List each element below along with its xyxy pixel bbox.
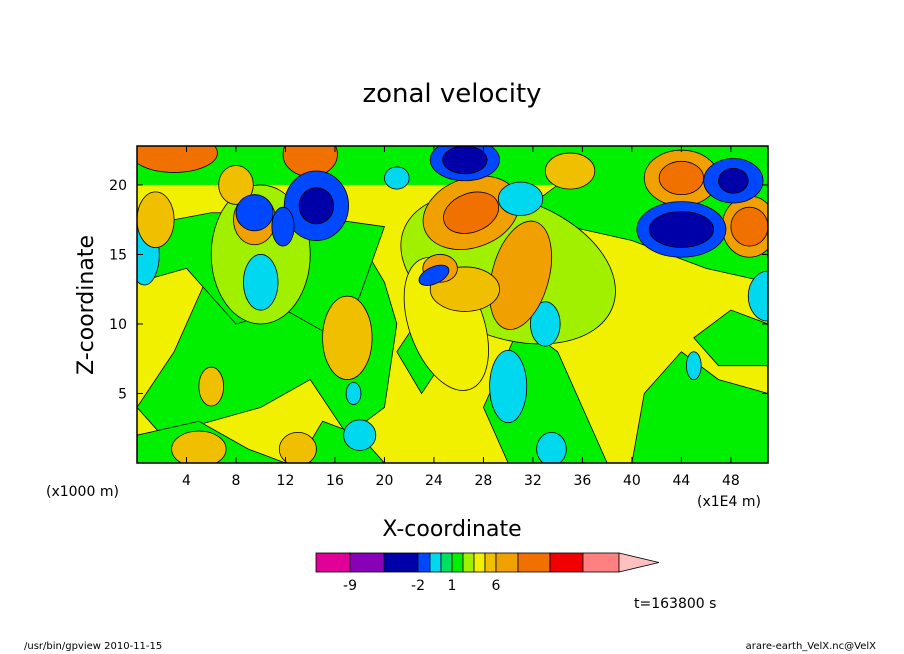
chart-title: zonal velocity	[362, 79, 541, 109]
colorbar-arrow	[618, 552, 660, 573]
velocity-contour	[345, 381, 362, 406]
velocity-contour	[271, 206, 295, 247]
colorbar: -9 -2 1 6	[315, 552, 660, 594]
velocity-contour	[298, 187, 335, 225]
velocity-contour	[489, 349, 528, 424]
colorbar-segment	[383, 552, 419, 573]
colorbar-segment	[517, 552, 551, 573]
plot-area	[137, 146, 768, 463]
y-tick-label: 20	[109, 178, 127, 194]
x-axis-ticks: 4 8 12 16 20 24 28 32 36 40 44 48	[182, 146, 740, 489]
colorbar-segment	[417, 552, 431, 573]
x-tick-label: 32	[524, 473, 542, 489]
x-tick-label: 24	[425, 473, 443, 489]
velocity-contour	[282, 146, 338, 177]
velocity-contour	[171, 430, 227, 463]
velocity-contour	[418, 264, 450, 286]
colorbar-segment	[440, 552, 453, 573]
velocity-contour	[693, 309, 768, 367]
velocity-contour	[198, 366, 225, 407]
velocity-field	[137, 146, 768, 463]
colorbar-segment	[429, 552, 442, 573]
x-tick-label: 8	[232, 473, 241, 489]
colorbar-segment	[462, 552, 475, 573]
velocity-contour	[685, 351, 702, 380]
colorbar-segment	[495, 552, 519, 573]
velocity-contour	[658, 160, 705, 196]
x-tick-label: 44	[672, 473, 690, 489]
y-tick-label: 15	[109, 247, 127, 263]
velocity-contour	[384, 166, 410, 190]
colorbar-segment	[582, 552, 620, 573]
velocity-contour	[322, 295, 373, 380]
velocity-contour	[530, 301, 561, 347]
velocity-contour	[218, 165, 254, 205]
colorbar-segment	[484, 552, 497, 573]
velocity-contour	[137, 191, 175, 248]
x-axis-label: X-coordinate	[382, 517, 521, 542]
y-tick-label: 5	[118, 386, 127, 402]
x-unit-right: (x1E4 m)	[697, 494, 761, 510]
velocity-contour	[730, 206, 768, 247]
x-tick-label: 28	[475, 473, 493, 489]
colorbar-segment	[451, 552, 464, 573]
footer-source: arare-earth_VelX.nc@VelX	[745, 641, 876, 652]
x-tick-label: 40	[623, 473, 641, 489]
colorbar-label: -2	[411, 578, 425, 594]
x-tick-label: 16	[326, 473, 344, 489]
velocity-contour	[343, 419, 377, 451]
velocity-contour	[137, 146, 218, 173]
x-tick-label: 4	[182, 473, 191, 489]
colorbar-label: 1	[448, 578, 457, 594]
x-tick-label: 12	[277, 473, 295, 489]
velocity-contour	[544, 152, 596, 190]
velocity-contour	[442, 146, 488, 175]
x-unit-left: (x1000 m)	[46, 484, 119, 500]
velocity-contour	[536, 432, 567, 463]
velocity-contour	[718, 167, 749, 194]
x-tick-label: 36	[573, 473, 591, 489]
velocity-contour	[648, 210, 714, 248]
x-tick-label: 48	[722, 473, 740, 489]
time-label: t=163800 s	[634, 596, 716, 612]
velocity-contour	[631, 351, 768, 463]
velocity-contour	[497, 181, 544, 216]
y-axis-ticks: 5 10 15 20	[109, 178, 768, 402]
footer-command: /usr/bin/gpview 2010-11-15	[24, 641, 163, 652]
velocity-contour	[489, 220, 552, 330]
colorbar-segment	[349, 552, 385, 573]
velocity-contour	[278, 432, 317, 463]
velocity-contour	[243, 254, 279, 311]
y-tick-label: 10	[109, 317, 127, 333]
velocity-contour	[235, 194, 274, 232]
colorbar-segment	[315, 552, 351, 573]
colorbar-segment	[549, 552, 584, 573]
velocity-contour	[443, 191, 500, 234]
colorbar-label: -9	[343, 578, 357, 594]
colorbar-segment	[473, 552, 486, 573]
y-axis-label: Z-coordinate	[74, 235, 99, 375]
x-tick-label: 20	[376, 473, 394, 489]
plot-frame	[136, 145, 769, 464]
colorbar-label: 6	[492, 578, 501, 594]
